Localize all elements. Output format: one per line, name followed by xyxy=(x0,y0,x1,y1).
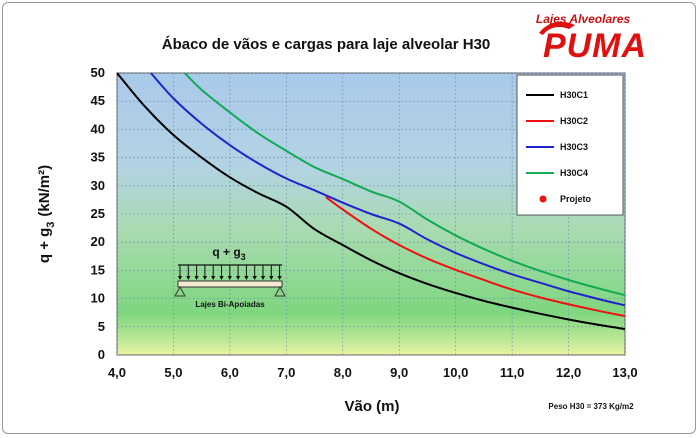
legend-label-projeto: Projeto xyxy=(560,194,592,204)
y-tick-label: 45 xyxy=(91,93,105,108)
series-line-h30c1 xyxy=(116,72,626,331)
brand-logo: Lajes Alveolares PUMA xyxy=(536,12,647,65)
left-support-icon xyxy=(174,285,186,297)
y-tick-label: 5 xyxy=(98,319,105,334)
x-tick-label: 10,0 xyxy=(443,365,468,380)
legend-box xyxy=(516,74,624,216)
y-axis-label: q + g3 (kN/m²) xyxy=(36,165,57,263)
y-tick-label: 50 xyxy=(91,65,105,80)
y-axis-label-main: q + g xyxy=(36,228,53,263)
load-label-main: q + g xyxy=(212,245,240,259)
y-tick-label: 40 xyxy=(91,121,105,136)
right-support-icon xyxy=(274,285,286,297)
brand-name: PUMA xyxy=(543,27,647,65)
weight-note: Peso H30 = 373 Kg/m2 xyxy=(548,402,634,411)
beam-icon xyxy=(177,280,283,288)
legend-label-h30c4: H30C4 xyxy=(560,168,588,178)
y-axis-label-sub: 3 xyxy=(45,222,57,228)
legend-label-h30c3: H30C3 xyxy=(560,142,588,152)
y-tick-label: 20 xyxy=(91,234,105,249)
x-tick-labels: 4,0 5,0 6,0 7,0 8,0 9,0 10,0 11,0 12,0 13,0 xyxy=(108,365,638,380)
y-tick-label: 15 xyxy=(91,262,105,277)
y-axis-label-unit: (kN/m²) xyxy=(36,165,53,217)
svg-text:q + g3(kN/m²): q + g3 (kN/m²) xyxy=(36,165,57,263)
x-tick-label: 5,0 xyxy=(164,365,182,380)
y-tick-label: 0 xyxy=(98,347,105,362)
series-line-h30c4 xyxy=(184,72,626,297)
y-tick-labels: 0 5 10 15 20 25 30 35 40 45 50 xyxy=(91,65,105,362)
brand-swoosh-icon xyxy=(539,21,575,35)
x-tick-label: 13,0 xyxy=(612,365,637,380)
x-tick-label: 7,0 xyxy=(277,365,295,380)
x-tick-label: 8,0 xyxy=(334,365,352,380)
legend-label-h30c2: H30C2 xyxy=(560,116,588,126)
legend-marker-projeto xyxy=(539,195,547,203)
y-tick-label: 30 xyxy=(91,178,105,193)
y-tick-label: 25 xyxy=(91,206,105,221)
legend-label-h30c1: H30C1 xyxy=(560,90,588,100)
beam-diagram: q + g3 Lajes Bi-Apoiadas xyxy=(174,245,286,309)
x-tick-label: 4,0 xyxy=(108,365,126,380)
load-arrows-icon xyxy=(177,265,282,280)
x-tick-label: 9,0 xyxy=(390,365,408,380)
series-line-h30c2 xyxy=(325,196,626,318)
load-label: q + g3 xyxy=(212,245,245,262)
series-lines xyxy=(116,72,626,331)
series-line-h30c3 xyxy=(150,72,626,307)
y-tick-label: 35 xyxy=(91,150,105,165)
legend: H30C1 H30C2 H30C3 H30C4 Projeto xyxy=(516,74,624,216)
x-tick-label: 12,0 xyxy=(556,365,581,380)
brand-tagline: Lajes Alveolares xyxy=(536,12,631,26)
chart-frame: Ábaco de vãos e cargas para laje alveola… xyxy=(2,2,696,434)
x-tick-label: 11,0 xyxy=(500,365,525,380)
chart-title: Ábaco de vãos e cargas para laje alveola… xyxy=(162,36,491,53)
x-axis-label: Vão (m) xyxy=(344,398,399,415)
x-tick-label: 6,0 xyxy=(221,365,239,380)
grid-lines xyxy=(116,72,626,356)
load-label-sub: 3 xyxy=(241,252,246,262)
y-tick-label: 10 xyxy=(91,291,105,306)
line-chart: Ábaco de vãos e cargas para laje alveola… xyxy=(36,12,647,415)
beam-label: Lajes Bi-Apoiadas xyxy=(195,300,265,309)
